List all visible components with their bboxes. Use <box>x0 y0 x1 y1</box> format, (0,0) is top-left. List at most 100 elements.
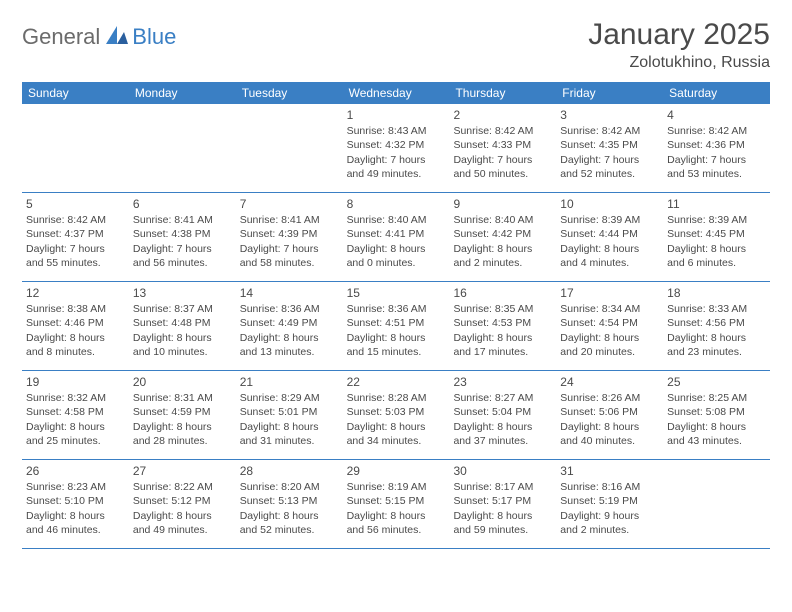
sunset-line: Sunset: 4:33 PM <box>453 138 552 152</box>
sunset-line: Sunset: 5:08 PM <box>667 405 766 419</box>
daylight-line: Daylight: 9 hours and 2 minutes. <box>560 509 659 537</box>
daylight-line: Daylight: 8 hours and 49 minutes. <box>133 509 232 537</box>
day-cell: 12Sunrise: 8:38 AMSunset: 4:46 PMDayligh… <box>22 282 129 370</box>
day-cell: 29Sunrise: 8:19 AMSunset: 5:15 PMDayligh… <box>343 460 450 548</box>
day-number: 23 <box>453 374 552 390</box>
sunrise-line: Sunrise: 8:29 AM <box>240 391 339 405</box>
weekday-header: Wednesday <box>343 82 450 104</box>
day-cell: 6Sunrise: 8:41 AMSunset: 4:38 PMDaylight… <box>129 193 236 281</box>
sunrise-line: Sunrise: 8:28 AM <box>347 391 446 405</box>
daylight-line: Daylight: 7 hours and 53 minutes. <box>667 153 766 181</box>
week-row: 1Sunrise: 8:43 AMSunset: 4:32 PMDaylight… <box>22 104 770 193</box>
day-number: 3 <box>560 107 659 123</box>
day-cell: 1Sunrise: 8:43 AMSunset: 4:32 PMDaylight… <box>343 104 450 192</box>
sunset-line: Sunset: 5:10 PM <box>26 494 125 508</box>
weekday-header: Tuesday <box>236 82 343 104</box>
sunset-line: Sunset: 5:15 PM <box>347 494 446 508</box>
weekday-header: Thursday <box>449 82 556 104</box>
sunset-line: Sunset: 4:53 PM <box>453 316 552 330</box>
sunset-line: Sunset: 4:41 PM <box>347 227 446 241</box>
daylight-line: Daylight: 7 hours and 58 minutes. <box>240 242 339 270</box>
day-number: 7 <box>240 196 339 212</box>
calendar-grid: 1Sunrise: 8:43 AMSunset: 4:32 PMDaylight… <box>22 104 770 549</box>
empty-cell <box>22 104 129 192</box>
daylight-line: Daylight: 8 hours and 8 minutes. <box>26 331 125 359</box>
daylight-line: Daylight: 8 hours and 40 minutes. <box>560 420 659 448</box>
empty-cell <box>129 104 236 192</box>
day-cell: 2Sunrise: 8:42 AMSunset: 4:33 PMDaylight… <box>449 104 556 192</box>
sunset-line: Sunset: 4:37 PM <box>26 227 125 241</box>
day-number: 29 <box>347 463 446 479</box>
daylight-line: Daylight: 8 hours and 0 minutes. <box>347 242 446 270</box>
daylight-line: Daylight: 8 hours and 56 minutes. <box>347 509 446 537</box>
day-number: 2 <box>453 107 552 123</box>
daylight-line: Daylight: 8 hours and 37 minutes. <box>453 420 552 448</box>
sunset-line: Sunset: 4:48 PM <box>133 316 232 330</box>
day-cell: 5Sunrise: 8:42 AMSunset: 4:37 PMDaylight… <box>22 193 129 281</box>
day-cell: 8Sunrise: 8:40 AMSunset: 4:41 PMDaylight… <box>343 193 450 281</box>
weekday-header: Saturday <box>663 82 770 104</box>
daylight-line: Daylight: 8 hours and 2 minutes. <box>453 242 552 270</box>
sunset-line: Sunset: 4:49 PM <box>240 316 339 330</box>
sunrise-line: Sunrise: 8:37 AM <box>133 302 232 316</box>
sunset-line: Sunset: 4:56 PM <box>667 316 766 330</box>
sunset-line: Sunset: 5:04 PM <box>453 405 552 419</box>
sunrise-line: Sunrise: 8:42 AM <box>667 124 766 138</box>
calendar: SundayMondayTuesdayWednesdayThursdayFrid… <box>22 82 770 549</box>
week-row: 19Sunrise: 8:32 AMSunset: 4:58 PMDayligh… <box>22 371 770 460</box>
sunrise-line: Sunrise: 8:20 AM <box>240 480 339 494</box>
sunset-line: Sunset: 4:44 PM <box>560 227 659 241</box>
week-row: 5Sunrise: 8:42 AMSunset: 4:37 PMDaylight… <box>22 193 770 282</box>
day-number: 8 <box>347 196 446 212</box>
daylight-line: Daylight: 8 hours and 20 minutes. <box>560 331 659 359</box>
sunrise-line: Sunrise: 8:31 AM <box>133 391 232 405</box>
sunset-line: Sunset: 5:13 PM <box>240 494 339 508</box>
sunrise-line: Sunrise: 8:19 AM <box>347 480 446 494</box>
day-number: 12 <box>26 285 125 301</box>
day-number: 9 <box>453 196 552 212</box>
sunrise-line: Sunrise: 8:22 AM <box>133 480 232 494</box>
logo-text-blue: Blue <box>132 24 176 50</box>
header: General Blue January 2025 Zolotukhino, R… <box>22 18 770 72</box>
day-cell: 13Sunrise: 8:37 AMSunset: 4:48 PMDayligh… <box>129 282 236 370</box>
sunset-line: Sunset: 4:32 PM <box>347 138 446 152</box>
month-title: January 2025 <box>588 18 770 52</box>
sunrise-line: Sunrise: 8:34 AM <box>560 302 659 316</box>
empty-cell <box>236 104 343 192</box>
daylight-line: Daylight: 7 hours and 55 minutes. <box>26 242 125 270</box>
sunrise-line: Sunrise: 8:42 AM <box>453 124 552 138</box>
sunrise-line: Sunrise: 8:38 AM <box>26 302 125 316</box>
sunrise-line: Sunrise: 8:42 AM <box>26 213 125 227</box>
sunset-line: Sunset: 5:01 PM <box>240 405 339 419</box>
day-cell: 3Sunrise: 8:42 AMSunset: 4:35 PMDaylight… <box>556 104 663 192</box>
sunset-line: Sunset: 4:45 PM <box>667 227 766 241</box>
daylight-line: Daylight: 8 hours and 10 minutes. <box>133 331 232 359</box>
daylight-line: Daylight: 8 hours and 6 minutes. <box>667 242 766 270</box>
week-row: 12Sunrise: 8:38 AMSunset: 4:46 PMDayligh… <box>22 282 770 371</box>
day-cell: 20Sunrise: 8:31 AMSunset: 4:59 PMDayligh… <box>129 371 236 459</box>
daylight-line: Daylight: 7 hours and 50 minutes. <box>453 153 552 181</box>
daylight-line: Daylight: 7 hours and 52 minutes. <box>560 153 659 181</box>
daylight-line: Daylight: 8 hours and 31 minutes. <box>240 420 339 448</box>
day-number: 22 <box>347 374 446 390</box>
daylight-line: Daylight: 8 hours and 4 minutes. <box>560 242 659 270</box>
sunset-line: Sunset: 5:06 PM <box>560 405 659 419</box>
day-number: 20 <box>133 374 232 390</box>
day-cell: 4Sunrise: 8:42 AMSunset: 4:36 PMDaylight… <box>663 104 770 192</box>
logo: General Blue <box>22 24 176 50</box>
day-number: 21 <box>240 374 339 390</box>
day-cell: 14Sunrise: 8:36 AMSunset: 4:49 PMDayligh… <box>236 282 343 370</box>
day-number: 19 <box>26 374 125 390</box>
daylight-line: Daylight: 8 hours and 43 minutes. <box>667 420 766 448</box>
day-cell: 31Sunrise: 8:16 AMSunset: 5:19 PMDayligh… <box>556 460 663 548</box>
day-number: 15 <box>347 285 446 301</box>
day-cell: 21Sunrise: 8:29 AMSunset: 5:01 PMDayligh… <box>236 371 343 459</box>
sunset-line: Sunset: 4:46 PM <box>26 316 125 330</box>
daylight-line: Daylight: 7 hours and 49 minutes. <box>347 153 446 181</box>
sunrise-line: Sunrise: 8:32 AM <box>26 391 125 405</box>
sunset-line: Sunset: 4:36 PM <box>667 138 766 152</box>
sunrise-line: Sunrise: 8:42 AM <box>560 124 659 138</box>
daylight-line: Daylight: 8 hours and 34 minutes. <box>347 420 446 448</box>
day-cell: 19Sunrise: 8:32 AMSunset: 4:58 PMDayligh… <box>22 371 129 459</box>
logo-text-general: General <box>22 24 100 50</box>
